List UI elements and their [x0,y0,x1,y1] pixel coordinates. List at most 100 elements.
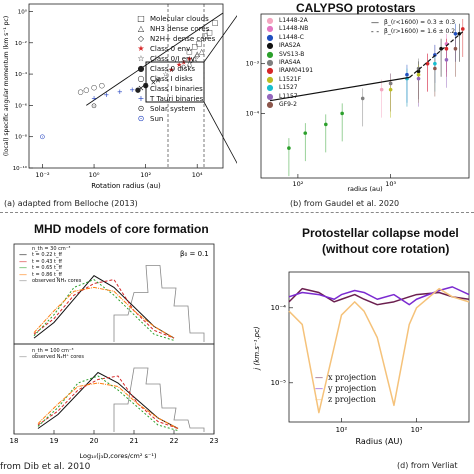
legend-label: z projection [328,395,376,404]
panel-a-legend-entry: + T Tauri binaries [136,94,215,104]
panel-b-data-point [388,87,393,92]
panel-c-title: MHD models of core formation [34,222,209,236]
legend-symbol: ◇ [137,34,145,43]
legend-symbol: ● [266,24,274,34]
legend-label: L1448-C [279,33,304,41]
panel-d-y-tick-label: 10⁻⁴ [271,304,287,312]
panel-a-plot-frame [28,3,224,169]
legend-label: Class 0 disks [150,65,196,73]
panel-d-plot-frame [288,271,470,423]
panel-a-legend-entry: ★ Class 0 env. [136,44,215,54]
panel-a-data-point: ★ [176,61,182,69]
panel-a-data-point: △ [187,60,193,68]
panel-b-data-point [416,72,421,77]
panel-b-fit-legend-entry: — β_(r<1600) = 0.3 ± 0.3 [370,18,455,27]
legend-label: IRAS4A [279,59,301,67]
panel-a-y-tick-label: 10⁰ [18,8,28,15]
panel-d-legend-entry: — x projection [314,372,376,383]
panel-b-data-point [453,31,458,36]
legend-label: β_(r<1600) = 0.3 ± 0.3 [384,19,456,26]
panel-a-data-point: + [117,88,123,96]
panel-a-data-point: □ [186,47,193,55]
panel-a-data-point: ● [135,86,141,94]
legend-symbol: — [19,256,27,266]
legend-symbol: — [315,395,323,404]
legend-label: L1521F [279,75,302,83]
panel-b-data-point [433,61,437,66]
panel-a-data-point: □ [212,19,219,27]
panel-a-caption: (a) adapted from Belloche (2013) [4,199,138,208]
panel-c-top-series-line [33,279,175,341]
legend-symbol: ★ [137,44,145,53]
panel-a-x-tick-label: 10⁻² [35,171,50,179]
panel-b-fit-legend-entry: - - β_(r>1600) = 1.6 ± 0.2 [370,27,455,36]
panel-b-x-tick-label: 10² [292,180,303,188]
panel-a-legend-entry: ◇ N2H+ dense cores [136,34,215,44]
panel-c-x-tick-label: 23 [210,437,219,445]
legend-label: t = 0.22 t_ff [32,252,62,259]
legend-label: NH3 dense cores [150,25,210,33]
panel-c-top-legend-entry: — observed NH₃ cores [18,276,81,286]
panel-a-legend-entry: ● Class 0 disks [136,64,215,74]
panel-c-bottom-series-line [37,375,179,429]
panel-a-data-point: ⊙ [40,133,46,141]
panel-a-data-point: + [91,94,97,102]
panel-b-data-point [340,111,344,116]
legend-symbol: — [19,352,27,362]
legend-symbol: — [19,276,27,286]
panel-c-top-series-line [33,286,175,339]
panel-a-data-point: ◇ [181,63,187,71]
panel-d-series-line [288,287,470,306]
panel-b-caption: (b) from Gaudel et al. 2020 [290,199,400,208]
panel-c-bottom-observed-histogram [113,367,205,432]
panel-c-bottom-series-line [37,375,179,432]
legend-label: Class I binaries [150,85,203,93]
panel-c-x-tick-label: 19 [50,437,59,445]
panel-d-legend-entry: — y projection [314,383,376,394]
legend-label: N2H+ dense cores [150,35,216,43]
legend-label: SVS13-B [279,50,305,58]
panel-d-y-axis-label: j (km.s⁻¹.pc) [253,326,261,371]
panel-c-beta-label: β₀ = 0.1 [180,250,209,258]
panel-a-legend: □ Molecular clouds △ NH3 dense cores ◇ N2H+ d… [136,14,215,124]
panel-b-title: CALYPSO protostars [296,1,416,15]
panel-b-data-point [324,122,328,127]
panel-c-bottom-legend-entry: n_th = 100 cm⁻³ [18,348,84,354]
panel-d-title-line1: Protostellar collapse model [302,226,459,240]
panel-b-legend-entry: ● SVS13-B [265,50,313,59]
panel-c-top-legend: n_th = 30 cm⁻³ — t = 0.22 t_ff — t = 0.43 t_… [18,246,81,286]
legend-label: y projection [328,384,377,393]
panel-b-x-tick-label: 10³ [385,180,396,188]
legend-symbol: + [137,94,145,103]
legend-label: n_th = 100 cm⁻³ [32,348,74,354]
legend-symbol: ⊙ [137,114,145,123]
panel-a-data-point: ◇ [195,52,201,60]
panel-c-x-tick-label: 21 [130,437,139,445]
panel-a-x-tick-label: 10⁴ [192,171,203,179]
legend-label: x projection [328,373,377,382]
legend-symbol: ● [137,64,145,73]
panel-a-data-point: ○ [83,86,89,94]
panel-b-plot-frame [260,13,470,179]
legend-label: t = 0.86 t_ff [32,271,62,278]
panel-b-data-point [416,69,421,74]
panel-b-legend-entry: ● GF9-2 [265,100,313,109]
legend-symbol: ○ [137,74,145,83]
legend-label: T Tauri binaries [150,95,204,103]
panel-a-legend-entry: ✕ Class I binaries [136,84,215,94]
panel-a-data-point: □ [196,39,203,47]
panel-b-legend-entry: ● IRAS4A [265,58,313,67]
legend-symbol: — [315,373,323,382]
legend-symbol: ● [266,32,274,42]
panel-a-y-tick-label: 10⁻⁴ [15,71,28,78]
panel-a-data-point: △ [199,47,205,55]
legend-label: n_th = 30 cm⁻³ [32,246,71,252]
legend-symbol: □ [137,14,145,23]
panel-b-chart: 10² 10³ 10⁻³ 10⁻⁴ radius (au) [246,13,470,193]
legend-symbol: ☆ [137,54,145,63]
panel-c-top-legend-entry: n_th = 30 cm⁻³ [18,246,81,252]
panel-b-legend-entry: ● L1448-C [265,32,313,42]
panel-a-legend-entry: ⊙ Sun [136,114,215,124]
panel-b-legend-entry: ● L1448-NB [265,24,313,34]
